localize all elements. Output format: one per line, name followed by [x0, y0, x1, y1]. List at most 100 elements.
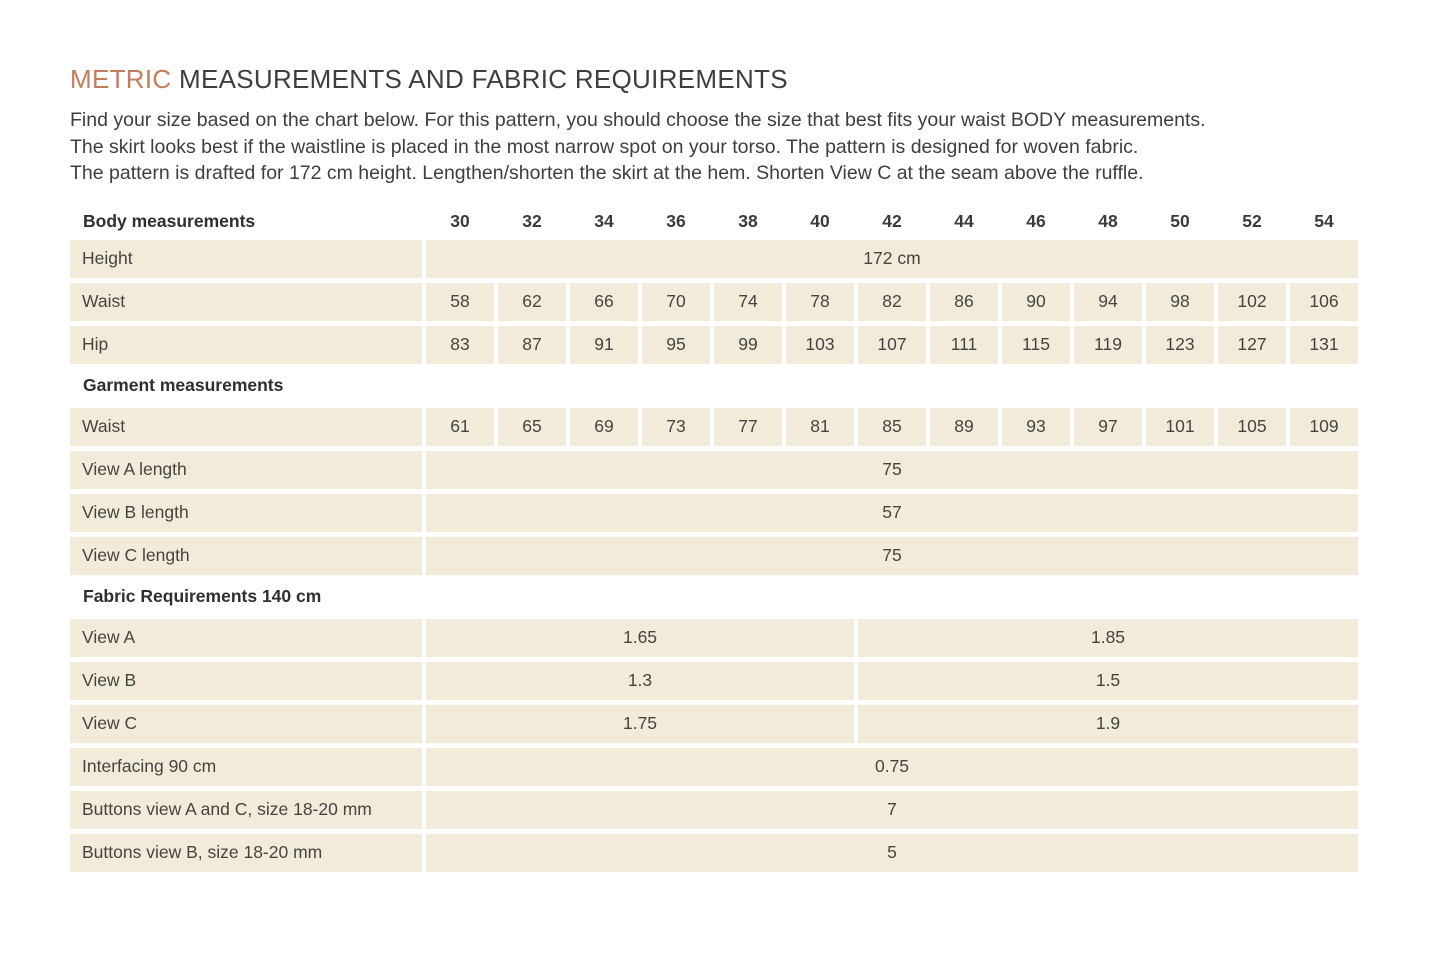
value-cell: 93	[1002, 407, 1070, 446]
value-cell: 101	[1146, 407, 1214, 446]
title-accent: METRIC	[70, 64, 172, 94]
view-a-length-value: 75	[426, 450, 1358, 489]
size-header-cell: 46	[1026, 210, 1046, 231]
row-label: View C	[70, 704, 422, 743]
view-c-length-value: 75	[426, 536, 1358, 575]
size-header-cell: 34	[594, 210, 614, 231]
row-label: Interfacing 90 cm	[70, 747, 422, 786]
row-label: Buttons view A and C, size 18-20 mm	[70, 790, 422, 829]
fabric-section-row: Fabric Requirements 140 cm	[70, 580, 1358, 614]
value-cell: 65	[498, 407, 566, 446]
hip-row: Hip 83 87 91 95 99 103 107 111 115 119 1…	[70, 325, 1358, 364]
value-cell: 94	[1074, 282, 1142, 321]
value-cell: 106	[1290, 282, 1358, 321]
fabric-view-b-large-sizes: 1.5	[858, 661, 1358, 700]
height-value-cell: 172 cm	[426, 239, 1358, 278]
size-header-cell: 32	[522, 210, 542, 231]
size-header-cell: 48	[1098, 210, 1118, 231]
buttons-b-row: Buttons view B, size 18-20 mm 5	[70, 833, 1358, 872]
fabric-view-a-row: View A 1.65 1.85	[70, 618, 1358, 657]
size-header-cell: 50	[1170, 210, 1190, 231]
row-label: View A	[70, 618, 422, 657]
height-row: Height 172 cm	[70, 239, 1358, 278]
view-b-length-row: View B length 57	[70, 493, 1358, 532]
value-cell: 73	[642, 407, 710, 446]
buttons-ac-row: Buttons view A and C, size 18-20 mm 7	[70, 790, 1358, 829]
size-header-cell: 30	[450, 210, 470, 231]
value-cell: 77	[714, 407, 782, 446]
value-cell: 90	[1002, 282, 1070, 321]
value-cell: 123	[1146, 325, 1214, 364]
size-header-cell: 36	[666, 210, 686, 231]
value-cell: 69	[570, 407, 638, 446]
interfacing-value: 0.75	[426, 747, 1358, 786]
fabric-view-b-row: View B 1.3 1.5	[70, 661, 1358, 700]
value-cell: 89	[930, 407, 998, 446]
row-label: View B	[70, 661, 422, 700]
row-label: Hip	[70, 325, 422, 364]
table-header-row: Body measurements 30 32 34 36 38 40 42 4…	[70, 208, 1358, 235]
value-cell: 78	[786, 282, 854, 321]
value-cell: 95	[642, 325, 710, 364]
fabric-view-c-small-sizes: 1.75	[426, 704, 854, 743]
value-cell: 111	[930, 325, 998, 364]
value-cell: 83	[426, 325, 494, 364]
value-cell: 81	[786, 407, 854, 446]
row-label: View A length	[70, 450, 422, 489]
buttons-b-value: 5	[426, 833, 1358, 872]
view-a-length-row: View A length 75	[70, 450, 1358, 489]
value-cell: 103	[786, 325, 854, 364]
fabric-view-b-small-sizes: 1.3	[426, 661, 854, 700]
value-cell: 85	[858, 407, 926, 446]
value-cell: 131	[1290, 325, 1358, 364]
row-label: Height	[70, 239, 422, 278]
value-cell: 86	[930, 282, 998, 321]
value-cell: 105	[1218, 407, 1286, 446]
intro-line-3: The pattern is drafted for 172 cm height…	[70, 162, 1144, 184]
value-cell: 74	[714, 282, 782, 321]
view-b-length-value: 57	[426, 493, 1358, 532]
value-cell: 97	[1074, 407, 1142, 446]
value-cell: 91	[570, 325, 638, 364]
view-c-length-row: View C length 75	[70, 536, 1358, 575]
value-cell: 62	[498, 282, 566, 321]
value-cell: 66	[570, 282, 638, 321]
fabric-view-a-large-sizes: 1.85	[858, 618, 1358, 657]
size-header-cell: 44	[954, 210, 974, 231]
value-cell: 102	[1218, 282, 1286, 321]
value-cell: 98	[1146, 282, 1214, 321]
size-header-cell: 40	[810, 210, 830, 231]
buttons-ac-value: 7	[426, 790, 1358, 829]
row-label: Waist	[70, 407, 422, 446]
value-cell: 58	[426, 282, 494, 321]
row-label: View C length	[70, 536, 422, 575]
value-cell: 87	[498, 325, 566, 364]
body-waist-row: Waist 58 62 66 70 74 78 82 86 90 94 98 1…	[70, 282, 1358, 321]
fabric-view-c-row: View C 1.75 1.9	[70, 704, 1358, 743]
intro-line-1: Find your size based on the chart below.…	[70, 109, 1206, 131]
row-label: View B length	[70, 493, 422, 532]
measurement-table: Body measurements 30 32 34 36 38 40 42 4…	[66, 203, 1362, 877]
value-cell: 109	[1290, 407, 1358, 446]
row-label: Waist	[70, 282, 422, 321]
size-header-cell: 52	[1242, 210, 1262, 231]
body-measurements-header: Body measurements	[83, 210, 256, 231]
fabric-requirements-header: Fabric Requirements 140 cm	[83, 586, 322, 606]
value-cell: 127	[1218, 325, 1286, 364]
size-header-cell: 38	[738, 210, 758, 231]
value-cell: 61	[426, 407, 494, 446]
value-cell: 115	[1002, 325, 1070, 364]
intro-line-2: The skirt looks best if the waistline is…	[70, 135, 1139, 158]
value-cell: 70	[642, 282, 710, 321]
size-header-cell: 54	[1314, 210, 1334, 231]
interfacing-row: Interfacing 90 cm 0.75	[70, 747, 1358, 786]
value-cell: 119	[1074, 325, 1142, 364]
garment-measurements-header: Garment measurements	[83, 375, 284, 395]
garment-waist-row: Waist 61 65 69 73 77 81 85 89 93 97 101 …	[70, 407, 1358, 446]
pattern-size-chart-page: METRIC MEASUREMENTS AND FABRIC REQUIREME…	[66, 64, 1362, 877]
fabric-view-a-small-sizes: 1.65	[426, 618, 854, 657]
row-label: Buttons view B, size 18-20 mm	[70, 833, 422, 872]
value-cell: 107	[858, 325, 926, 364]
garment-section-row: Garment measurements	[70, 369, 1358, 403]
size-header-cell: 42	[882, 210, 902, 231]
